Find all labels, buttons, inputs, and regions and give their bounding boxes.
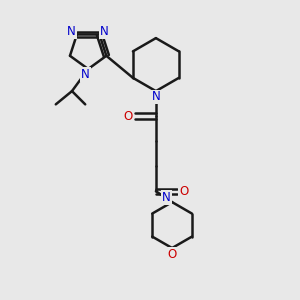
Text: N: N — [100, 25, 109, 38]
Text: N: N — [67, 25, 76, 38]
Text: N: N — [162, 191, 171, 204]
Text: O: O — [124, 110, 133, 123]
Text: N: N — [152, 91, 160, 103]
Text: O: O — [167, 248, 177, 261]
Text: N: N — [81, 68, 90, 81]
Text: O: O — [179, 185, 188, 198]
